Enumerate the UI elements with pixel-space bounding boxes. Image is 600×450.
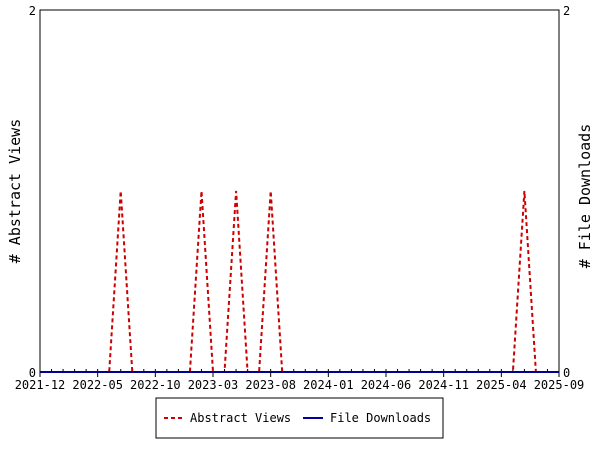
x-tick-label: 2025-09	[534, 378, 585, 392]
y-left-tick-label-top: 2	[29, 4, 36, 18]
y-right-tick-label-top: 2	[563, 4, 570, 18]
series-layer	[40, 190, 559, 373]
legend-box	[155, 397, 444, 439]
x-tick-label: 2022-05	[72, 378, 123, 392]
y-left-axis-title: # Abstract Views	[6, 119, 24, 264]
y-right-axis-title: # File Downloads	[576, 124, 594, 269]
x-tick-label: 2023-08	[245, 378, 296, 392]
y-left-tick-label-bottom: 0	[29, 366, 36, 380]
y-axis-left: 2 0 # Abstract Views	[6, 4, 36, 380]
x-tick-label: 2025-04	[476, 378, 527, 392]
x-axis-ticks	[39, 372, 560, 377]
plot-area	[39, 9, 560, 377]
x-tick-label: 2021-12	[15, 378, 66, 392]
series-line-abstract-views	[40, 190, 559, 373]
y-right-tick-label-bottom: 0	[563, 366, 570, 380]
x-tick-label: 2024-06	[361, 378, 412, 392]
legend: Abstract Views File Downloads	[155, 397, 444, 439]
legend-label-abstract-views: Abstract Views	[190, 411, 291, 425]
legend-label-file-downloads: File Downloads	[330, 411, 431, 425]
x-tick-label: 2023-03	[188, 378, 239, 392]
x-tick-label: 2024-01	[303, 378, 354, 392]
y-axis-right: 2 0 # File Downloads	[563, 4, 594, 380]
x-tick-label: 2022-10	[130, 378, 181, 392]
plot-frame	[39, 9, 560, 373]
x-axis-tick-labels: 2021-12 2022-05 2022-10 2023-03 2023-08 2024-…	[15, 378, 585, 392]
x-tick-label: 2024-11	[418, 378, 469, 392]
